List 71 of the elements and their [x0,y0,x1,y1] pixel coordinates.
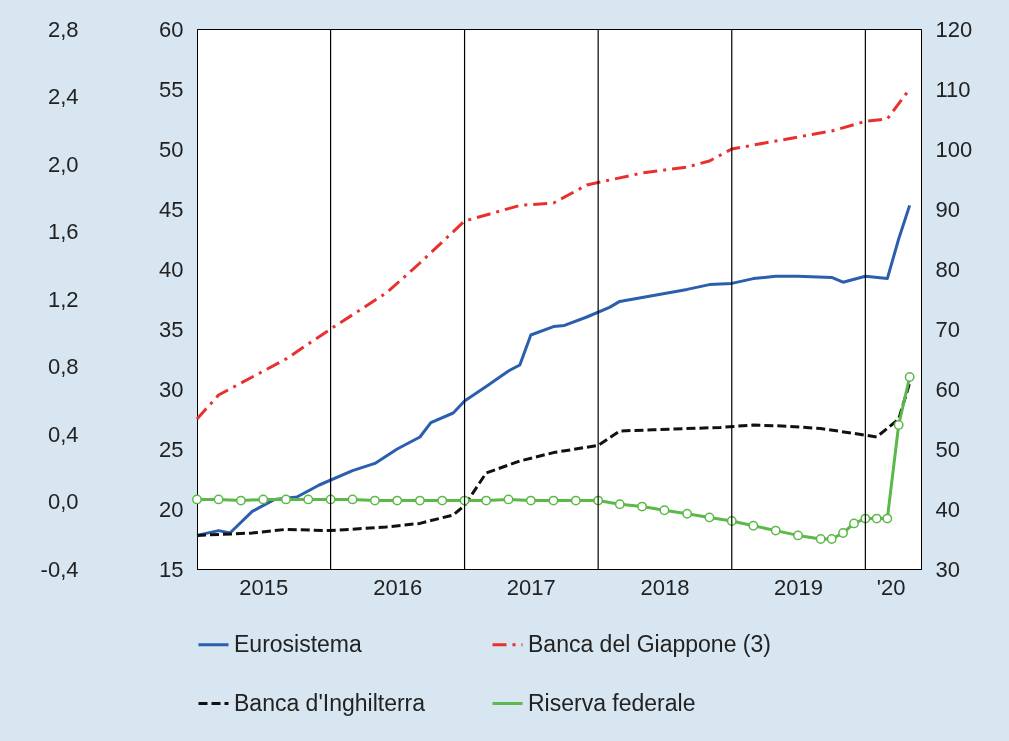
point [392,495,403,506]
y-tick-label: 50 [159,136,184,162]
legend-label: Banca del Giappone (3) [528,630,771,657]
legend-label: Banca d'Inghilterra [234,689,426,716]
point [525,495,536,506]
point [414,495,425,506]
point [570,495,581,506]
point [614,499,625,510]
x-tick-label: 2018 [640,574,690,600]
point [303,494,314,505]
y2-tick-label: 40 [935,496,960,522]
y2-tick-label: 120 [935,16,973,42]
point [704,512,715,523]
y3-tick-label: 0,4 [47,421,79,447]
point [235,495,246,506]
x-tick-label: 2015 [239,574,289,600]
y-tick-label: 55 [159,76,184,102]
y3-tick-label: 1,6 [47,219,79,244]
point [437,495,448,506]
y-tick-label: 20 [159,496,184,522]
x-tick-label: 2019 [774,574,823,600]
y3-tick-label: -0,4 [40,556,79,582]
y-tick-label: 40 [159,256,184,282]
point [815,534,826,544]
y-tick-label: 45 [159,196,184,222]
point [347,494,358,505]
point [659,505,670,516]
point [548,495,559,506]
point [904,372,915,382]
legend-label: Eurosistema [234,630,363,657]
point [682,508,693,519]
y3-tick-label: 2,0 [47,151,79,177]
y3-tick-label: 2,4 [47,84,79,109]
point [826,534,837,544]
point [503,494,514,505]
y3-tick-label: 1,2 [47,286,79,312]
y-tick-label: 35 [159,316,184,342]
point [893,420,904,430]
y2-tick-label: 70 [935,316,960,342]
y2-tick-label: 100 [935,136,973,162]
point [838,528,848,538]
y2-tick-label: 110 [935,76,971,102]
y3-tick-label: 0,0 [47,489,79,514]
point [481,495,492,506]
legend-label: Riserva federale [528,689,696,716]
point [213,494,224,505]
x-tick-label: 2017 [506,574,556,600]
y-tick-label: 25 [159,436,184,462]
y3-tick-label: 0,8 [47,354,79,379]
y-tick-label: 15 [159,556,184,582]
point [369,495,380,506]
point [882,513,893,524]
point [637,501,648,512]
y-tick-label: 30 [159,376,184,402]
y-tick-label: 60 [159,16,184,42]
point [192,494,202,505]
y2-tick-label: 50 [935,436,960,462]
point [871,513,882,524]
x-tick-label: '20 [876,574,906,600]
y2-tick-label: 80 [935,256,960,282]
point [770,525,781,536]
y3-tick-label: 2,8 [47,16,79,42]
point [748,520,759,531]
point [793,530,803,541]
x-tick-label: 2016 [373,574,423,600]
y2-tick-label: 30 [935,556,960,582]
y2-tick-label: 60 [935,376,960,402]
point [281,494,291,505]
point [258,494,269,505]
point [849,518,859,529]
y2-tick-label: 90 [935,196,960,222]
